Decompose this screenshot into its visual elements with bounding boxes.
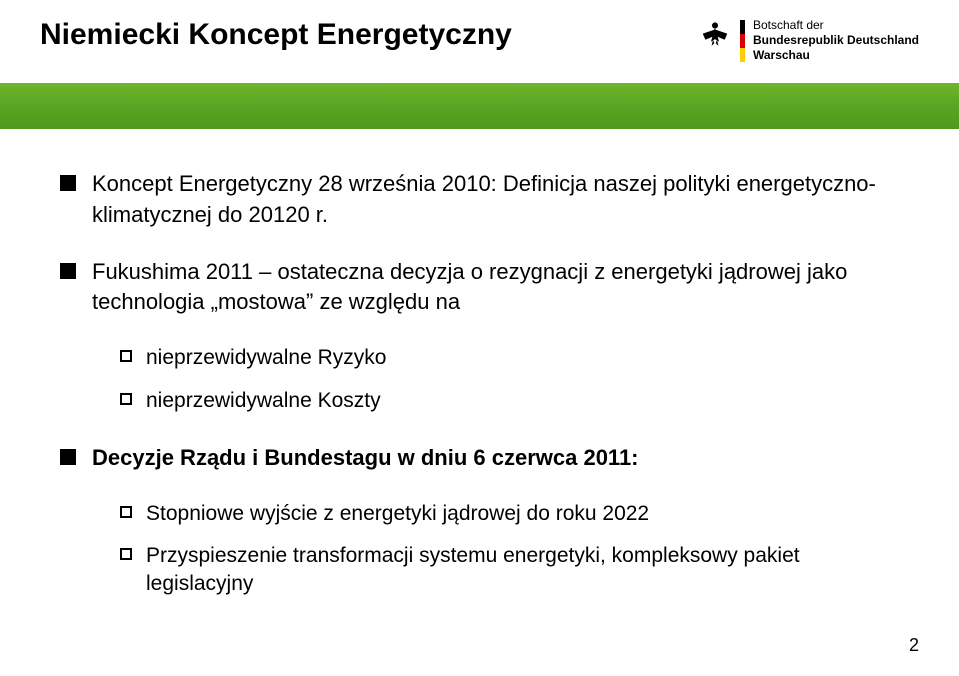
bullet-square-icon bbox=[60, 263, 76, 279]
list-item: nieprzewidywalne Ryzyko bbox=[120, 344, 899, 372]
embassy-line1: Botschaft der bbox=[753, 18, 919, 33]
bullet-text: Przyspieszenie transformacji systemu ene… bbox=[146, 542, 899, 599]
bullet-square-icon bbox=[60, 175, 76, 191]
list-item: Decyzje Rządu i Bundestagu w dniu 6 czer… bbox=[60, 443, 899, 474]
bullet-text: Koncept Energetyczny 28 września 2010: D… bbox=[92, 169, 899, 231]
bullet-outline-square-icon bbox=[120, 350, 132, 362]
page-number: 2 bbox=[909, 635, 919, 656]
page-title: Niemiecki Koncept Energetyczny bbox=[40, 18, 512, 52]
decorative-green-band bbox=[0, 83, 959, 129]
embassy-line3: Warschau bbox=[753, 48, 919, 63]
bullet-outline-square-icon bbox=[120, 548, 132, 560]
bullet-text: Decyzje Rządu i Bundestagu w dniu 6 czer… bbox=[92, 443, 639, 474]
list-item: nieprzewidywalne Koszty bbox=[120, 387, 899, 415]
slide-content: Koncept Energetyczny 28 września 2010: D… bbox=[0, 129, 959, 599]
bullet-outline-square-icon bbox=[120, 506, 132, 518]
bullet-text: nieprzewidywalne Koszty bbox=[146, 387, 381, 415]
bullet-text: Fukushima 2011 – ostateczna decyzja o re… bbox=[92, 257, 899, 319]
bullet-outline-square-icon bbox=[120, 393, 132, 405]
list-item: Przyspieszenie transformacji systemu ene… bbox=[120, 542, 899, 599]
list-item: Stopniowe wyjście z energetyki jądrowej … bbox=[120, 500, 899, 528]
bullet-text: Stopniowe wyjście z energetyki jądrowej … bbox=[146, 500, 649, 528]
germany-flag-icon bbox=[740, 20, 745, 62]
list-item: Koncept Energetyczny 28 września 2010: D… bbox=[60, 169, 899, 231]
list-item: Fukushima 2011 – ostateczna decyzja o re… bbox=[60, 257, 899, 319]
eagle-icon bbox=[698, 18, 732, 52]
bullet-text: nieprzewidywalne Ryzyko bbox=[146, 344, 386, 372]
bullet-square-icon bbox=[60, 449, 76, 465]
embassy-logo: Botschaft der Bundesrepublik Deutschland… bbox=[698, 18, 919, 63]
embassy-text: Botschaft der Bundesrepublik Deutschland… bbox=[753, 18, 919, 63]
embassy-line2: Bundesrepublik Deutschland bbox=[753, 33, 919, 48]
